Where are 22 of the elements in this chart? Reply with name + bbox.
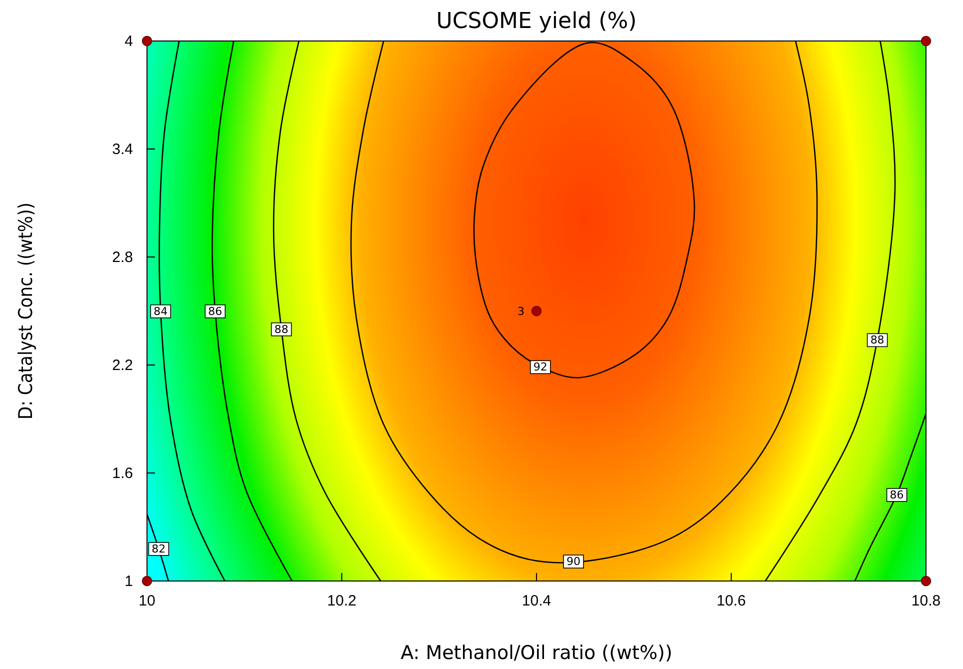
point (920, 36, 932, 46)
point (920, 576, 932, 586)
y-tick-label: 2.8 (112, 248, 133, 266)
point (142, 576, 152, 586)
annotation: 90 (566, 555, 581, 568)
x-tick-label: 10.6 (716, 592, 746, 610)
y-tick-label: 3.4 (112, 140, 133, 158)
x-tick-label: 10.2 (327, 592, 356, 610)
annotation: 3 (518, 304, 524, 318)
y-tick-label: 2.2 (112, 356, 133, 374)
y-tick-label: 4 (124, 32, 133, 50)
y-axis-title: D: Catalyst Conc. ((wt%)) (15, 202, 37, 420)
annotation: 92 (533, 360, 548, 374)
y-tick-label: 1 (124, 572, 133, 590)
x-tick-label: 10 (138, 592, 156, 610)
x-tick-label: 10.4 (522, 592, 552, 610)
x-tick-label: 10.8 (911, 592, 941, 610)
y-tick-label: 1.6 (112, 464, 133, 482)
point (142, 36, 152, 46)
chart-title: UCSOME yield (%) (436, 9, 637, 34)
point (531, 306, 542, 316)
x-axis-title: A: Methanol/Oil ratio ((wt%)) (400, 642, 672, 664)
